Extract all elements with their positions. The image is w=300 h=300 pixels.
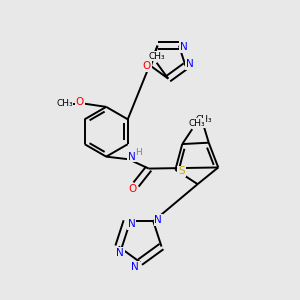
Text: N: N — [186, 59, 194, 69]
Text: N: N — [131, 262, 139, 272]
Text: O: O — [129, 184, 137, 194]
Text: N: N — [154, 215, 162, 225]
Text: N: N — [180, 42, 188, 52]
Text: CH₃: CH₃ — [189, 119, 206, 128]
Text: N: N — [128, 152, 136, 162]
Text: CH₃: CH₃ — [195, 115, 212, 124]
Text: O: O — [76, 97, 84, 107]
Text: CH₃: CH₃ — [56, 99, 73, 108]
Text: N: N — [128, 219, 136, 229]
Text: S: S — [178, 167, 185, 176]
Text: CH₃: CH₃ — [148, 52, 165, 61]
Text: O: O — [142, 61, 151, 71]
Text: H: H — [135, 148, 142, 157]
Text: N: N — [116, 248, 124, 257]
